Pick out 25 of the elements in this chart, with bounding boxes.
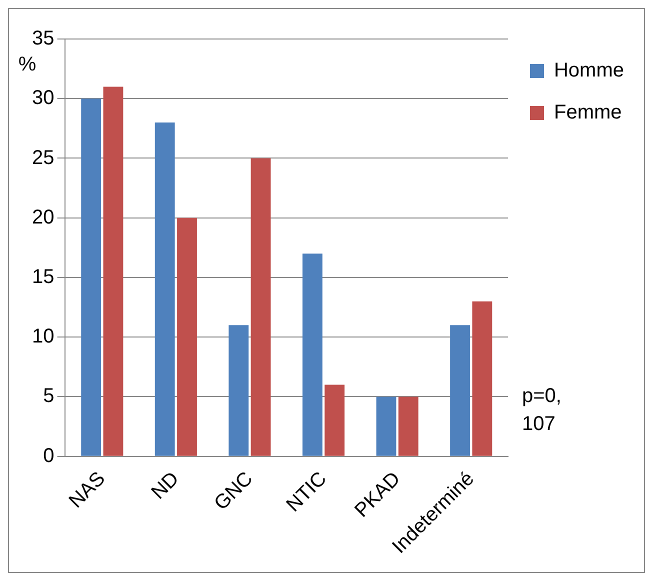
bar — [250, 158, 271, 456]
legend-label: Femme — [554, 102, 622, 124]
bar — [228, 325, 249, 456]
bar — [177, 218, 197, 456]
bar — [81, 98, 102, 456]
y-tick-label: 0 — [43, 444, 54, 467]
y-tick-label: 10 — [32, 326, 54, 348]
y-axis-title: % — [18, 54, 36, 76]
text: p=0, 107 — [522, 385, 562, 436]
bar — [103, 86, 124, 456]
y-tick-label: 35 — [32, 28, 54, 50]
bar — [450, 325, 470, 456]
legend-label: Homme — [554, 60, 624, 82]
x-tick-label: ND — [147, 468, 184, 504]
y-tick-label: 5 — [43, 385, 54, 408]
y-tick-label: 20 — [32, 206, 54, 228]
bar — [302, 254, 322, 456]
bar — [324, 384, 345, 456]
bar — [376, 396, 396, 456]
bar — [472, 301, 492, 456]
bar — [154, 122, 175, 456]
bar — [398, 396, 418, 456]
y-tick-label: 30 — [32, 87, 54, 110]
y-tick-label: 15 — [32, 266, 54, 288]
y-tick-label: 25 — [32, 146, 54, 169]
